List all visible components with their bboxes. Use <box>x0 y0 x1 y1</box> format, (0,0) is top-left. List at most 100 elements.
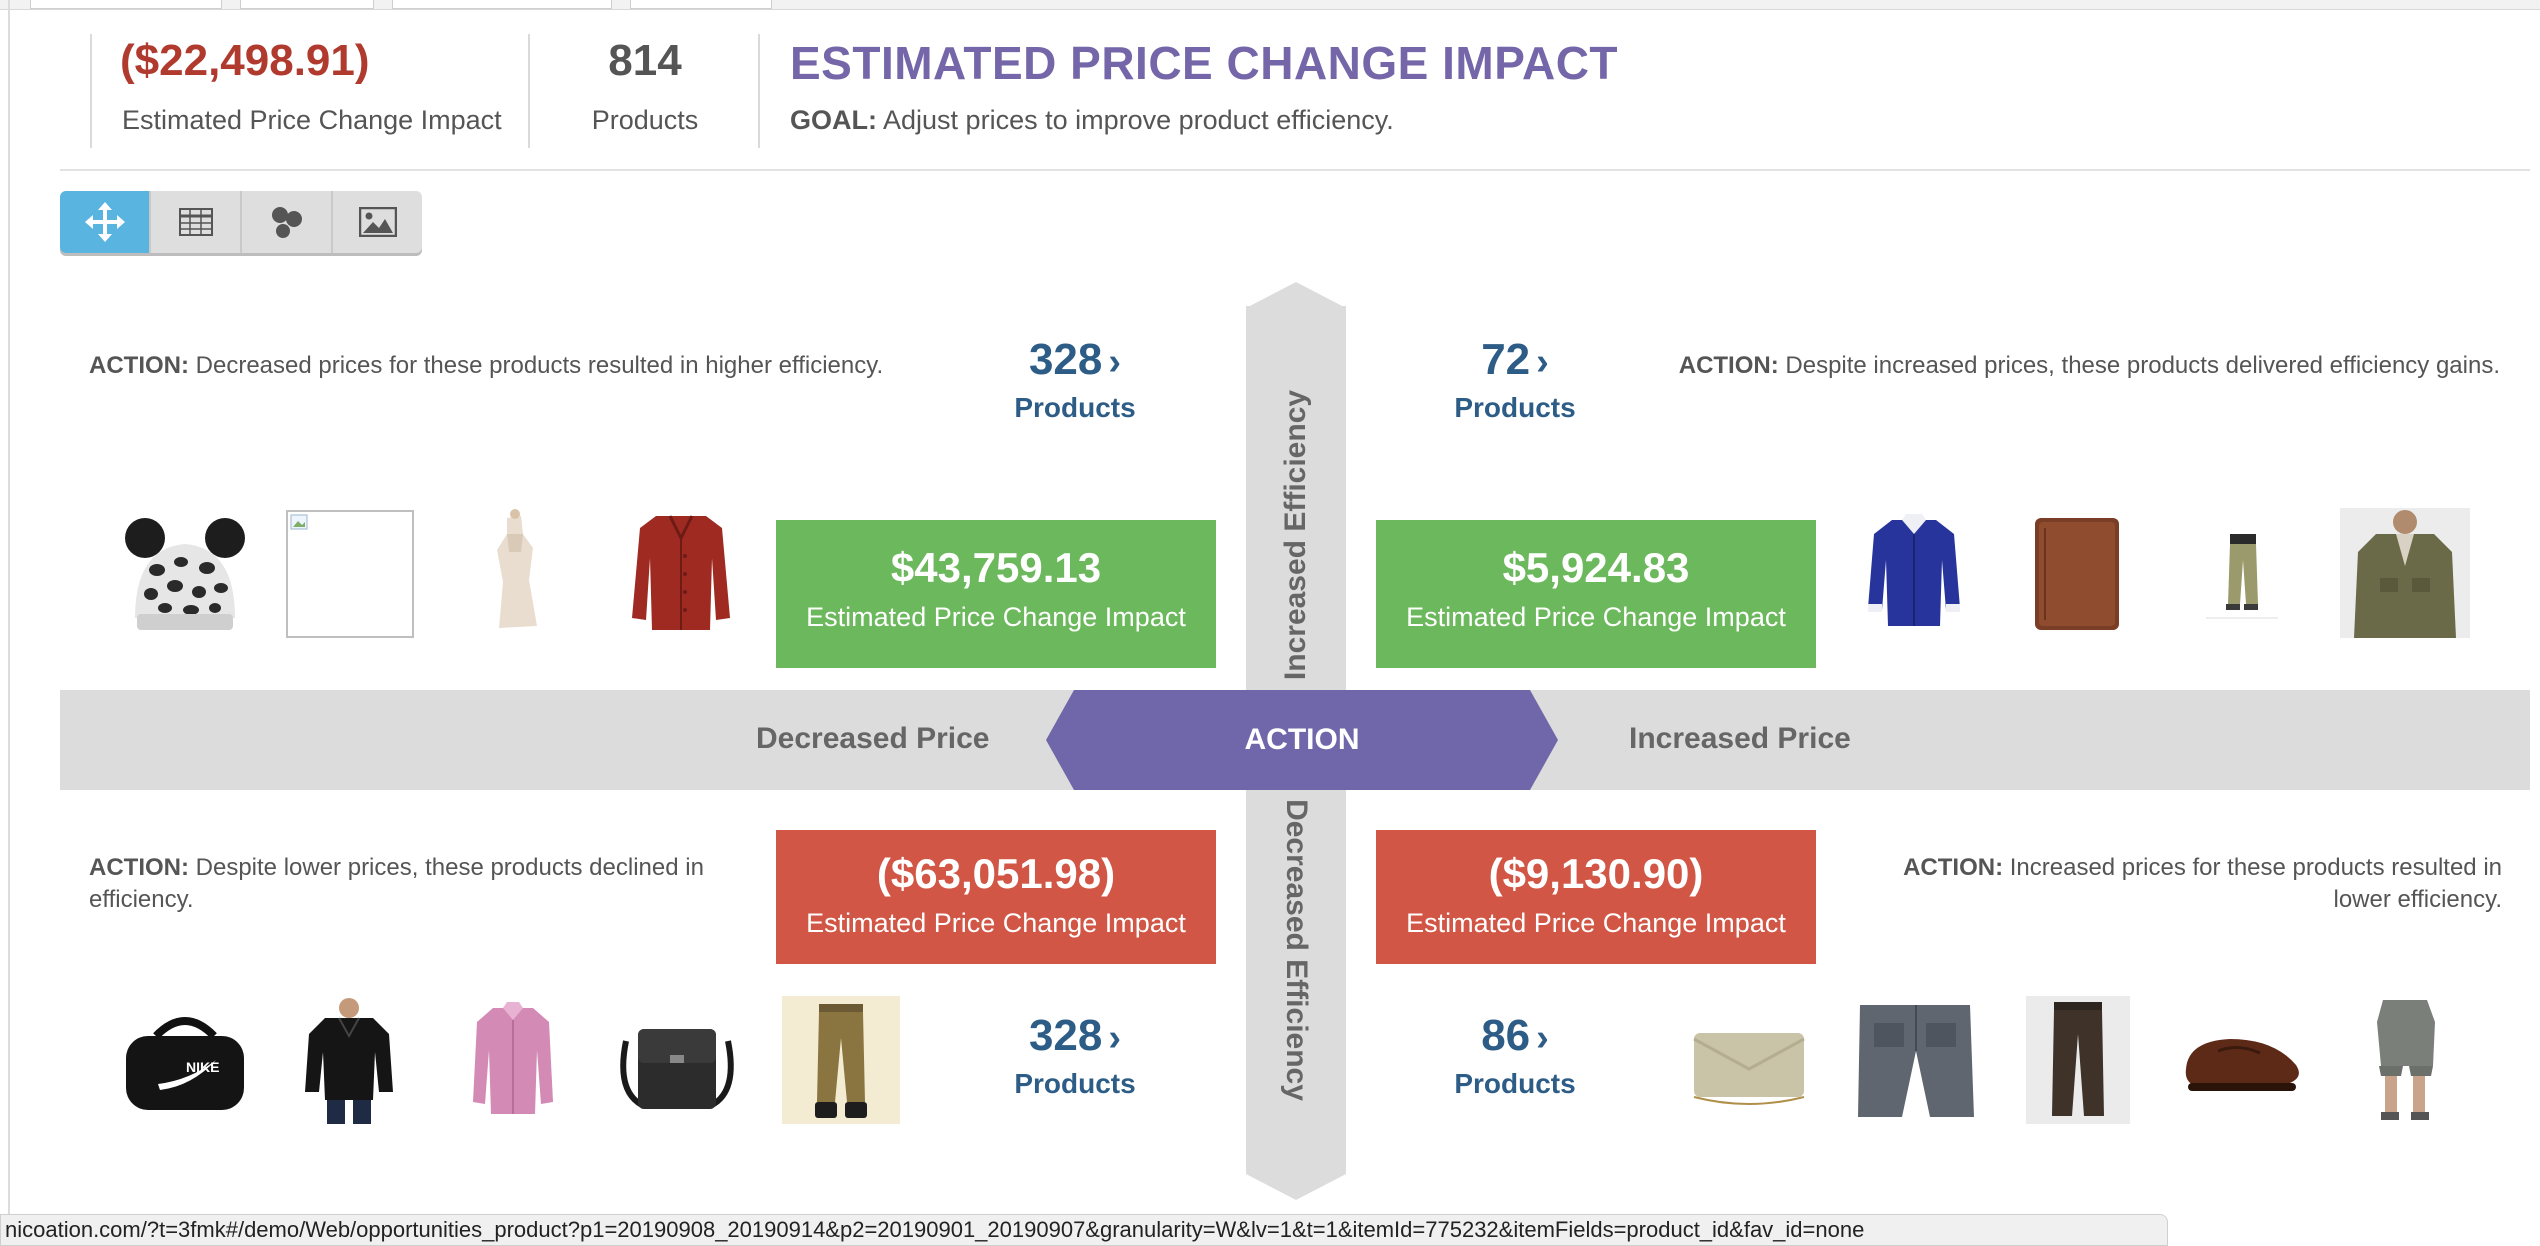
product-thumb[interactable] <box>2026 996 2130 1124</box>
products-count: 86 <box>1481 1011 1531 1060</box>
product-thumb[interactable] <box>2012 508 2142 638</box>
impact-label: Estimated Price Change Impact <box>1406 602 1786 632</box>
chevron-right-icon: › <box>1108 1017 1122 1059</box>
wallet-image <box>2035 518 2119 630</box>
action-description: Despite increased prices, these products… <box>1785 352 2500 379</box>
broken-image-icon[interactable] <box>286 510 414 638</box>
jeans-image <box>1858 1005 1974 1117</box>
products-count-link-top-left[interactable]: 328 › Products <box>975 334 1175 424</box>
shorts-image <box>2377 1000 2435 1120</box>
goal-description: Adjust prices to improve product efficie… <box>883 105 1394 135</box>
product-thumb[interactable] <box>448 996 578 1126</box>
tab-strip <box>0 0 2540 10</box>
product-thumb[interactable] <box>284 996 414 1126</box>
increased-efficiency-label: Increased Efficiency <box>1279 389 1312 681</box>
frame-edge <box>8 0 10 1240</box>
product-thumb[interactable] <box>616 508 746 638</box>
impact-box-bottom-right[interactable]: ($9,130.90) Estimated Price Change Impac… <box>1376 830 1816 964</box>
product-thumb[interactable] <box>1684 996 1814 1126</box>
table-grid-icon <box>178 208 213 236</box>
product-thumb[interactable] <box>1850 996 1980 1126</box>
action-label: ACTION: <box>89 352 189 379</box>
action-text-bottom-right: ACTION: Increased prices for these produ… <box>1850 852 2502 916</box>
arrow-up-icon <box>1246 282 1346 308</box>
products-label: Products <box>1014 392 1136 423</box>
broken-image-glyph <box>290 514 308 530</box>
impact-value: ($9,130.90) <box>1488 850 1704 897</box>
impact-label: Estimated Price Change Impact <box>806 908 1186 938</box>
products-count-link-top-right[interactable]: 72 › Products <box>1415 334 1615 424</box>
product-thumb[interactable] <box>782 996 900 1124</box>
product-thumb[interactable] <box>2340 996 2470 1126</box>
product-thumb[interactable] <box>2178 996 2308 1126</box>
goal-text: GOAL: Adjust prices to improve product e… <box>790 105 1394 136</box>
impact-value: ($63,051.98) <box>876 850 1116 897</box>
products-count-link-bottom-left[interactable]: 328 › Products <box>975 1010 1175 1100</box>
product-thumb[interactable] <box>1849 508 1979 638</box>
action-arrow-left <box>1046 690 1074 790</box>
chevron-right-icon: › <box>1536 1017 1549 1059</box>
clutch-image <box>1693 1033 1805 1105</box>
product-thumb[interactable] <box>2340 508 2470 638</box>
product-thumb[interactable] <box>2177 508 2307 638</box>
image-icon <box>358 207 397 237</box>
divider <box>528 34 530 148</box>
tab-stub[interactable] <box>30 0 222 9</box>
increased-price-label: Increased Price <box>1629 722 1851 755</box>
impact-box-bottom-left[interactable]: ($63,051.98) Estimated Price Change Impa… <box>776 830 1216 964</box>
quadrant-view-button[interactable] <box>60 191 151 253</box>
tab-stub-active[interactable] <box>240 0 374 9</box>
impact-value: $43,759.13 <box>890 544 1102 591</box>
action-description: Increased prices for these products resu… <box>2009 854 2502 913</box>
bubble-view-button[interactable] <box>242 191 333 253</box>
tab-stub[interactable] <box>392 0 612 9</box>
black-sweater-image <box>305 998 393 1124</box>
view-toolbar <box>60 191 422 253</box>
divider <box>90 34 92 148</box>
action-text-top-left: ACTION: Decreased prices for these produ… <box>89 350 989 382</box>
page-title: ESTIMATED PRICE CHANGE IMPACT <box>790 37 1619 89</box>
products-count: 328 <box>1028 1011 1103 1060</box>
product-thumb[interactable]: NIKE <box>120 996 250 1126</box>
olive-jacket-image <box>2340 508 2470 638</box>
impact-value: $5,924.83 <box>1502 544 1690 591</box>
total-products-label: Products <box>591 105 699 135</box>
products-count-link-bottom-right[interactable]: 86 › Products <box>1415 1010 1615 1100</box>
products-label: Products <box>1454 1068 1576 1099</box>
chevron-right-icon: › <box>1536 341 1549 383</box>
chevron-right-icon: › <box>1108 341 1122 383</box>
tab-stub[interactable] <box>630 0 772 9</box>
table-view-button[interactable] <box>151 191 242 253</box>
impact-label: Estimated Price Change Impact <box>806 602 1186 632</box>
action-label: ACTION: <box>1903 854 2004 881</box>
impact-box-top-right[interactable]: $5,924.83 Estimated Price Change Impact <box>1376 520 1816 668</box>
impact-box-top-left[interactable]: $43,759.13 Estimated Price Change Impact <box>776 520 1216 668</box>
total-impact-label: Estimated Price Change Impact <box>122 105 502 135</box>
image-view-button[interactable] <box>333 191 422 253</box>
blue-shirt-image <box>1868 514 1960 626</box>
product-thumb[interactable] <box>452 508 582 638</box>
header-divider <box>60 169 2530 171</box>
product-thumb[interactable] <box>612 996 742 1126</box>
action-text-top-right: ACTION: Despite increased prices, these … <box>1650 350 2500 382</box>
total-impact-value: ($22,498.91) <box>120 36 370 85</box>
action-label: ACTION: <box>89 854 189 881</box>
khaki-pants-image <box>2206 534 2278 619</box>
products-count: 72 <box>1481 335 1531 384</box>
divider <box>758 34 760 148</box>
action-label: ACTION: <box>1678 352 1779 379</box>
dress-image <box>497 509 537 628</box>
bubble-chart-icon <box>271 207 302 238</box>
loafer-image <box>2185 1039 2299 1091</box>
messenger-bag-image <box>620 1029 734 1109</box>
products-label: Products <box>1014 1068 1136 1099</box>
action-text-bottom-left: ACTION: Despite lower prices, these prod… <box>89 852 729 916</box>
products-label: Products <box>1454 392 1576 423</box>
svg-text:NIKE: NIKE <box>186 1059 219 1075</box>
product-thumb[interactable] <box>120 508 250 638</box>
status-bar-url: nicoation.com/?t=3fmk#/demo/Web/opportun… <box>0 1214 2168 1246</box>
move-arrows-icon <box>84 202 125 242</box>
brown-trousers-image <box>2052 1002 2104 1116</box>
olive-trousers-image <box>815 1004 867 1118</box>
action-center-label: ACTION <box>1074 690 1530 790</box>
